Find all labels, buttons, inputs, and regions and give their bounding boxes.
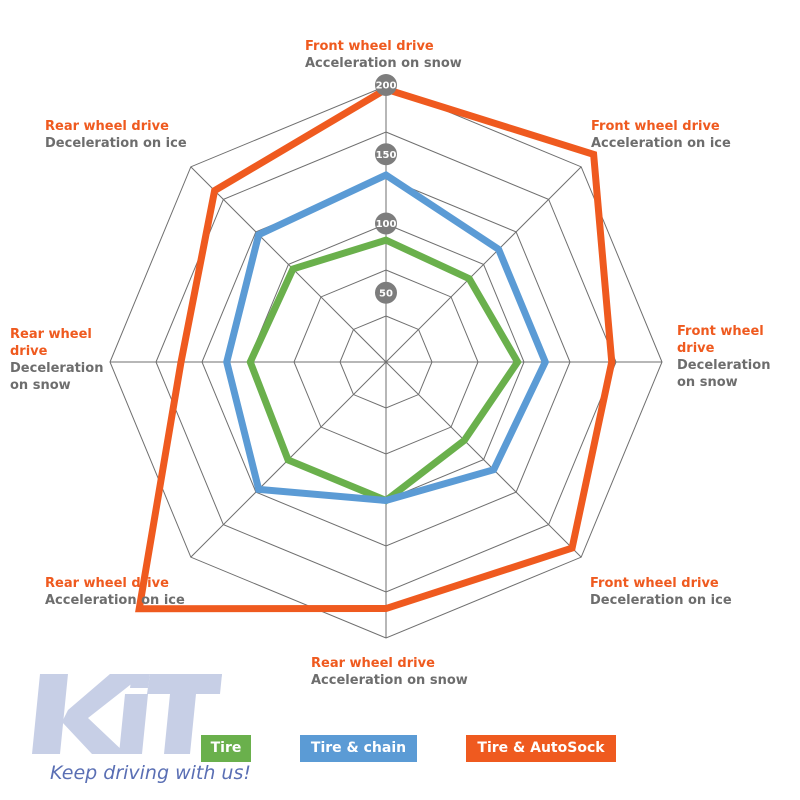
axis-label-rwd-decel-ice: Rear wheel drive Deceleration on ice	[45, 118, 187, 152]
axis-metric: Deceleration on ice	[590, 593, 732, 608]
axis-drive: Rear wheel drive	[10, 327, 92, 359]
legend-tire: Tire	[201, 735, 251, 762]
axis-drive: Front wheel drive	[305, 39, 434, 54]
axis-metric: Deceleration on snow	[10, 361, 104, 393]
radar-grid	[109, 85, 663, 639]
axis-metric: Deceleration on ice	[45, 136, 187, 151]
grid-spoke	[190, 166, 387, 363]
tick-badge	[375, 143, 397, 166]
tick-badge	[375, 281, 397, 304]
tick-layer: 50 100 150 200	[375, 74, 397, 304]
axis-metric: Acceleration on snow	[311, 673, 468, 688]
tick-badge	[375, 212, 397, 235]
axis-drive: Rear wheel drive	[311, 656, 435, 671]
series-line	[135, 85, 616, 613]
tick-badge	[375, 74, 397, 96]
axis-drive: Front wheel drive	[591, 119, 720, 134]
axis-metric: Acceleration on snow	[305, 56, 462, 71]
tick-label: 150	[376, 150, 397, 161]
axis-label-fwd-accel-snow: Front wheel drive Acceleration on snow	[305, 38, 462, 72]
tick-label: 50	[379, 288, 393, 299]
series-line	[246, 236, 522, 505]
axis-drive: Front wheel drive	[677, 324, 764, 356]
axis-drive: Rear wheel drive	[45, 576, 169, 591]
axis-metric: Deceleration on snow	[677, 358, 771, 390]
axis-label-fwd-accel-ice: Front wheel drive Acceleration on ice	[591, 118, 731, 152]
axis-drive: Front wheel drive	[590, 576, 719, 591]
kitt-logo	[32, 674, 222, 754]
axis-drive: Rear wheel drive	[45, 119, 169, 134]
grid-spoke	[385, 166, 582, 363]
axis-label-rwd-decel-snow: Rear wheel drive Deceleration on snow	[10, 326, 110, 394]
axis-label-rwd-accel-snow: Rear wheel drive Acceleration on snow	[311, 655, 468, 689]
series-line	[223, 171, 550, 505]
legend-tire-autosock: Tire & AutoSock	[466, 735, 616, 762]
axis-metric: Acceleration on ice	[591, 136, 731, 151]
tick-label: 100	[376, 219, 397, 230]
slogan: Keep driving with us!	[50, 762, 251, 784]
axis-label-rwd-accel-ice: Rear wheel drive Acceleration on ice	[45, 575, 185, 609]
legend-tire-chain: Tire & chain	[300, 735, 417, 762]
axis-label-fwd-decel-snow: Front wheel drive Deceleration on snow	[677, 323, 777, 391]
axis-label-fwd-decel-ice: Front wheel drive Deceleration on ice	[590, 575, 732, 609]
axis-metric: Acceleration on ice	[45, 593, 185, 608]
series-layer	[135, 85, 616, 613]
tick-label: 200	[376, 81, 397, 92]
grid-spoke	[385, 361, 582, 558]
